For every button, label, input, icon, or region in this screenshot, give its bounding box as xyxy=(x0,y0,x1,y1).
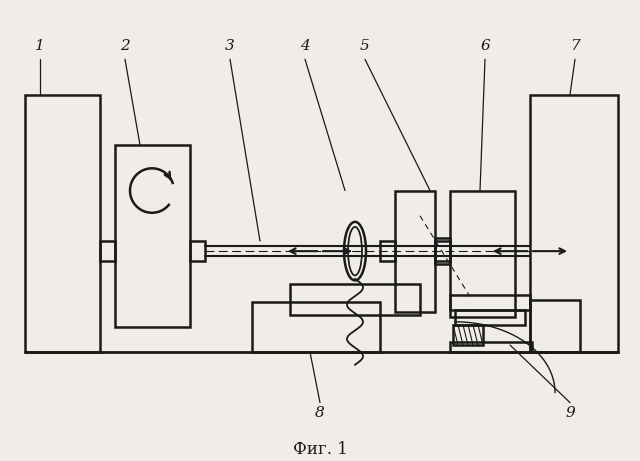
Text: 8: 8 xyxy=(315,406,325,420)
Bar xyxy=(450,190,515,317)
Text: Фиг. 1: Фиг. 1 xyxy=(292,441,348,458)
Bar xyxy=(100,241,115,261)
Bar xyxy=(190,241,205,261)
Text: 5: 5 xyxy=(360,39,370,53)
Bar xyxy=(25,95,100,352)
Bar xyxy=(450,342,532,352)
Bar xyxy=(115,145,190,327)
Text: 4: 4 xyxy=(300,39,310,53)
Bar xyxy=(530,95,618,352)
Bar xyxy=(530,300,580,352)
Text: 7: 7 xyxy=(570,39,580,53)
Bar xyxy=(453,325,483,345)
Text: 3: 3 xyxy=(225,39,235,53)
Bar xyxy=(290,284,420,315)
Bar xyxy=(435,241,450,261)
Bar xyxy=(380,241,395,261)
Text: 1: 1 xyxy=(35,39,45,53)
Bar xyxy=(395,190,435,312)
Bar xyxy=(455,310,525,325)
Text: 9: 9 xyxy=(565,406,575,420)
Bar xyxy=(450,295,530,310)
Text: 6: 6 xyxy=(480,39,490,53)
Bar xyxy=(252,301,380,352)
Bar xyxy=(435,238,450,264)
Text: 2: 2 xyxy=(120,39,130,53)
